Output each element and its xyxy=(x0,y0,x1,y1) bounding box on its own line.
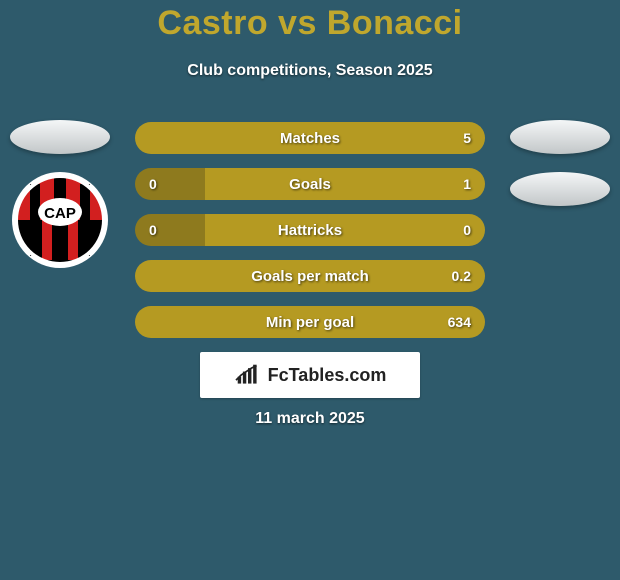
stat-bar-right xyxy=(135,122,485,154)
player-right-avatar-placeholder xyxy=(510,120,610,154)
stat-bar-right xyxy=(135,260,485,292)
player-right-club-placeholder xyxy=(510,172,610,206)
stat-row: Goals01 xyxy=(135,168,485,200)
player-left-club-badge: CAP xyxy=(10,170,110,270)
stat-bar-left xyxy=(135,168,205,200)
stat-row: Goals per match0.2 xyxy=(135,260,485,292)
svg-text:CAP: CAP xyxy=(44,205,76,222)
comparison-card: Castro vs Bonacci Club competitions, Sea… xyxy=(0,0,620,580)
stat-bar-left xyxy=(135,214,205,246)
bar-chart-icon xyxy=(234,363,262,387)
club-badge-icon: CAP xyxy=(10,170,110,270)
stat-row: Min per goal634 xyxy=(135,306,485,338)
subtitle: Club competitions, Season 2025 xyxy=(0,62,620,80)
stat-row: Hattricks00 xyxy=(135,214,485,246)
player-left-avatar-placeholder xyxy=(10,120,110,154)
footer-date: 11 march 2025 xyxy=(0,410,620,428)
stats-bars: Matches5 Goals01 Hattricks00 Goals per matc… xyxy=(135,122,485,352)
stat-bar-right xyxy=(205,168,485,200)
stat-bar-right xyxy=(205,214,485,246)
stat-row: Matches5 xyxy=(135,122,485,154)
branding-text: FcTables.com xyxy=(268,365,387,386)
branding-badge[interactable]: FcTables.com xyxy=(200,352,420,398)
page-title: Castro vs Bonacci xyxy=(0,4,620,43)
stat-bar-right xyxy=(135,306,485,338)
